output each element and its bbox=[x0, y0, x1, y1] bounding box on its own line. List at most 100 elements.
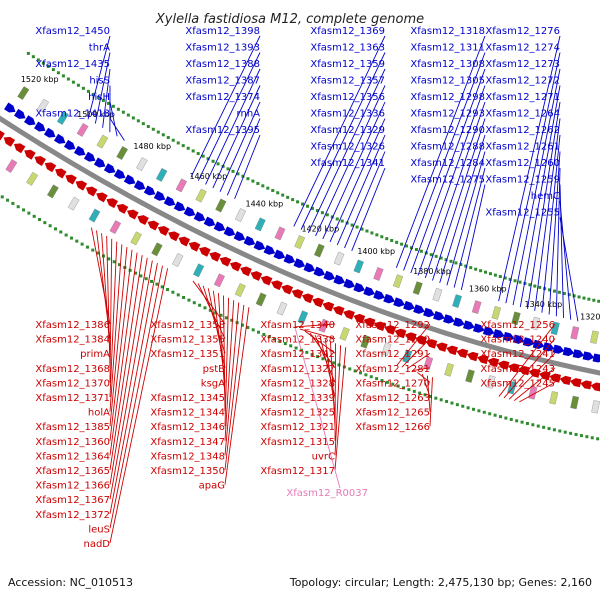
gc-dot bbox=[43, 221, 47, 225]
gc-dot bbox=[191, 149, 195, 153]
gene-arrow bbox=[240, 266, 252, 277]
reverse-leader-line bbox=[329, 341, 336, 427]
gc-dot bbox=[176, 293, 180, 297]
forward-gene-label: Xfasm12_1261 bbox=[485, 142, 560, 153]
gene-arrow bbox=[333, 274, 346, 285]
gc-dot bbox=[414, 248, 418, 252]
forward-leader-line bbox=[307, 68, 386, 233]
gc-dot bbox=[405, 244, 409, 248]
gene-box bbox=[56, 111, 69, 125]
kbp-tick-label: 1440 kbp bbox=[245, 199, 283, 208]
reverse-gene-label: Xfasm12_1366 bbox=[35, 481, 110, 492]
reverse-leader-line bbox=[101, 233, 111, 354]
gene-arrow bbox=[393, 297, 405, 307]
forward-leader-line bbox=[424, 101, 486, 279]
rna-gene-label: Xfasm12_R0037 bbox=[286, 488, 368, 499]
forward-gene-label: Xfasm12_1374 bbox=[185, 92, 260, 103]
gene-arrow bbox=[580, 380, 592, 390]
gc-dot bbox=[160, 285, 164, 289]
reverse-gene-label: apaG bbox=[199, 481, 225, 492]
kbp-tick-label: 1460 kbp bbox=[189, 172, 227, 181]
reverse-gene-label: Xfasm12_1386 bbox=[35, 320, 110, 331]
gene-arrow bbox=[343, 309, 355, 320]
gc-dot bbox=[106, 101, 110, 105]
gc-dot bbox=[41, 61, 45, 65]
kbp-tick-label: 1520 kbp bbox=[21, 75, 59, 84]
gene-arrow bbox=[168, 231, 180, 242]
kbp-ticks: 1520 kbp 1500 kbp 1480 kbp 1460 kbp 1440 kbp… bbox=[21, 75, 600, 322]
forward-gene-label: Xfasm12_1387 bbox=[185, 76, 260, 87]
gc-dot bbox=[418, 391, 422, 395]
reverse-gene-label: Xfasm12_1358 bbox=[150, 320, 225, 331]
kbp-tick-label: 1360 kbp bbox=[469, 285, 507, 294]
gc-dot bbox=[525, 421, 529, 425]
gc-dot bbox=[96, 251, 100, 255]
gc-dot bbox=[412, 389, 416, 393]
reverse-gene-label: Xfasm12_1280 bbox=[355, 335, 430, 346]
gc-dot bbox=[320, 211, 324, 215]
gc-dot bbox=[256, 181, 260, 185]
reverse-gene-label: ksgA bbox=[201, 378, 225, 389]
gene-box bbox=[444, 363, 454, 377]
gene-arrow bbox=[178, 236, 191, 247]
gc-dot bbox=[48, 224, 52, 228]
gene-arrow bbox=[592, 353, 600, 363]
gene-arrow bbox=[34, 121, 46, 132]
forward-gene-label: Xfasm12_1298 bbox=[410, 92, 485, 103]
reverse-leader-line bbox=[513, 367, 556, 401]
gene-arrow bbox=[477, 354, 489, 365]
gene-box bbox=[213, 273, 225, 288]
gc-dot bbox=[454, 261, 458, 265]
gene-box bbox=[360, 334, 371, 349]
gc-dot bbox=[262, 332, 266, 336]
gene-box bbox=[116, 146, 128, 160]
gc-dot bbox=[596, 437, 600, 441]
forward-leader-line bbox=[102, 68, 111, 128]
gc-dot bbox=[46, 64, 50, 68]
gc-dot bbox=[0, 195, 4, 199]
reverse-gene-label: Xfasm12_1348 bbox=[150, 451, 225, 462]
gc-dot bbox=[66, 77, 70, 81]
gc-dot bbox=[428, 394, 432, 398]
reverse-gene-label: Xfasm12_1360 bbox=[35, 437, 110, 448]
gc-dot bbox=[11, 201, 15, 205]
gc-dot bbox=[574, 432, 578, 436]
gene-box bbox=[274, 226, 286, 241]
gc-dot bbox=[144, 277, 148, 281]
gc-dot bbox=[211, 159, 215, 163]
gene-arrow bbox=[123, 174, 136, 185]
gene-arrow bbox=[466, 351, 479, 362]
forward-leader-line bbox=[512, 68, 561, 306]
forward-leader-line bbox=[351, 167, 386, 251]
gc-dot bbox=[71, 80, 75, 84]
kbp-tick-label: 1340 kbp bbox=[525, 300, 563, 309]
gc-dot bbox=[548, 288, 552, 292]
gene-arrow bbox=[404, 332, 417, 342]
gene-arrow bbox=[343, 278, 356, 289]
gene-arrow bbox=[281, 284, 294, 295]
gc-dot bbox=[547, 427, 551, 431]
gc-dot bbox=[474, 267, 478, 271]
gc-dot bbox=[76, 83, 80, 87]
reverse-gene-label: Xfasm12_1327 bbox=[260, 364, 335, 375]
gc-dot bbox=[429, 253, 433, 257]
gc-dot bbox=[400, 242, 404, 246]
gene-arrow bbox=[502, 331, 515, 342]
reverse-gene-label: Xfasm12_1243 bbox=[480, 364, 555, 375]
gene-box bbox=[294, 235, 306, 249]
reverse-gene-label: Xfasm12_1345 bbox=[150, 393, 225, 404]
kbp-tick-label: 1380 kbp bbox=[413, 267, 451, 276]
gc-dot bbox=[385, 237, 389, 241]
reverse-leader-line bbox=[309, 332, 336, 369]
gc-dot bbox=[321, 357, 325, 361]
gene-arrow bbox=[562, 346, 575, 357]
gene-arrow bbox=[383, 293, 395, 304]
gene-arrow bbox=[572, 349, 585, 359]
gene-box bbox=[96, 134, 109, 149]
forward-leader-line bbox=[395, 35, 486, 268]
forward-gene-label: Xfasm12_1275 bbox=[410, 175, 485, 186]
forward-gene-label: Xfasm12_1271 bbox=[485, 92, 560, 103]
reverse-gene-label: uvrC bbox=[312, 451, 335, 462]
gc-dot bbox=[203, 306, 207, 310]
gc-dot bbox=[131, 116, 135, 120]
